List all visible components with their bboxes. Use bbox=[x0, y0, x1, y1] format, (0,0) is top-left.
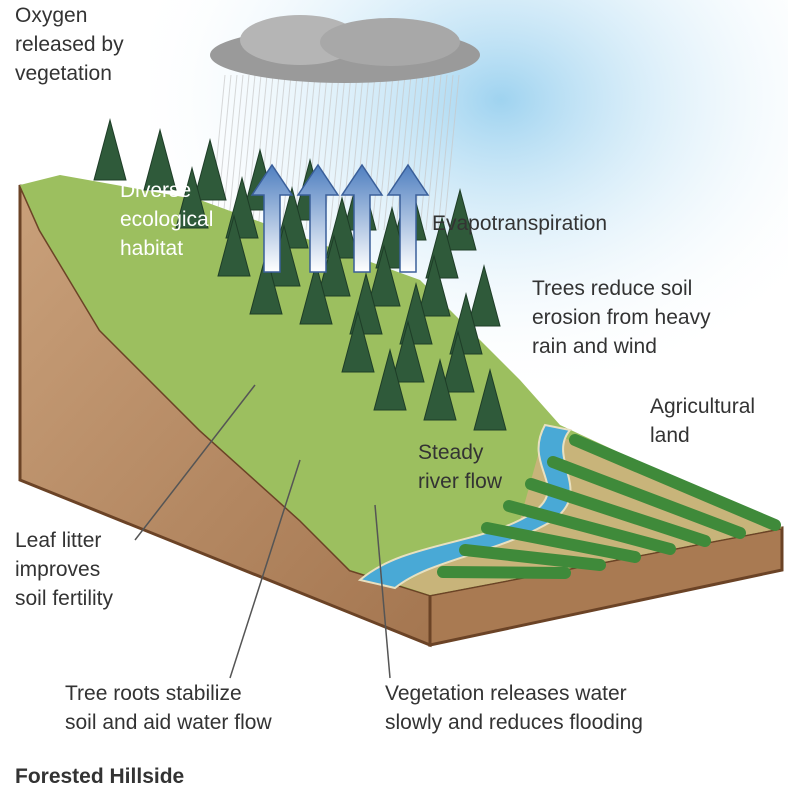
label: Vegetation releases water slowly and redu… bbox=[385, 682, 643, 734]
label-line: vegetation bbox=[15, 62, 112, 85]
label-line: Steady bbox=[418, 441, 484, 464]
label-line: Oxygen bbox=[15, 4, 87, 27]
label-line: Tree roots stabilize bbox=[65, 682, 242, 705]
label-line: rain and wind bbox=[532, 335, 657, 358]
label-line: released by bbox=[15, 33, 124, 56]
label-line: improves bbox=[15, 558, 100, 581]
label-line: Vegetation releases water bbox=[385, 682, 627, 705]
label-line: ecological bbox=[120, 208, 213, 231]
label: Tree roots stabilize soil and aid water f… bbox=[65, 682, 272, 734]
label-line: Leaf litter bbox=[15, 529, 101, 552]
label: Leaf litter improves soil fertility bbox=[15, 529, 114, 610]
label-line: Trees reduce soil bbox=[532, 277, 692, 300]
diagram: Oxygen released by vegetation Diverse ecolog… bbox=[0, 0, 788, 790]
label: Evapotranspiration bbox=[432, 212, 607, 235]
label-line: soil fertility bbox=[15, 587, 114, 610]
label-line: erosion from heavy bbox=[532, 306, 711, 329]
label: Oxygen released by vegetation bbox=[15, 4, 124, 85]
title: Forested Hillside bbox=[15, 765, 184, 788]
label-line: river flow bbox=[418, 470, 503, 493]
crop-row bbox=[443, 572, 565, 573]
label-line: Agricultural bbox=[650, 395, 755, 418]
label-line: land bbox=[650, 424, 690, 447]
label-line: slowly and reduces flooding bbox=[385, 711, 643, 734]
label-line: soil and aid water flow bbox=[65, 711, 272, 734]
label-line: Diverse bbox=[120, 179, 191, 202]
label-line: Evapotranspiration bbox=[432, 212, 607, 235]
label-line: habitat bbox=[120, 237, 183, 260]
tree bbox=[94, 120, 126, 180]
